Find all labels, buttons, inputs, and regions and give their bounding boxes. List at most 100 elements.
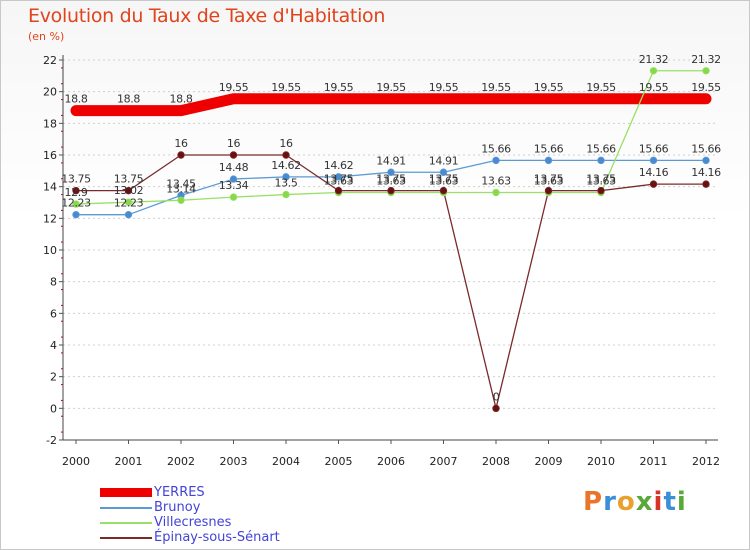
y-tick-label: -2 bbox=[46, 434, 57, 447]
data-label: 13.63 bbox=[376, 175, 406, 188]
data-label: 19.55 bbox=[534, 81, 564, 94]
x-tick-label: 2002 bbox=[167, 455, 195, 468]
data-point bbox=[282, 151, 290, 159]
data-label: 18.8 bbox=[117, 93, 140, 106]
y-tick-label: 16 bbox=[43, 149, 57, 162]
legend-item: YERRES bbox=[100, 485, 280, 500]
y-tick-label: 18 bbox=[43, 117, 57, 130]
x-tick-label: 2009 bbox=[535, 455, 563, 468]
data-label: 12.23 bbox=[114, 197, 144, 210]
data-point bbox=[124, 210, 133, 219]
data-label: 13.14 bbox=[166, 182, 196, 195]
legend-label: Brunoy bbox=[154, 499, 201, 515]
data-label: 13.34 bbox=[219, 179, 249, 192]
data-label: 13.63 bbox=[586, 175, 616, 188]
data-label: 19.55 bbox=[219, 81, 249, 94]
data-label: 19.55 bbox=[639, 81, 669, 94]
y-tick-label: 10 bbox=[43, 244, 57, 257]
data-label: 13.75 bbox=[61, 173, 91, 186]
x-tick-label: 2008 bbox=[482, 455, 510, 468]
logo-letter: r bbox=[603, 487, 617, 517]
data-point bbox=[649, 67, 658, 75]
logo-letter: P bbox=[583, 487, 604, 517]
data-label: 13.63 bbox=[481, 175, 511, 188]
series-line-0 bbox=[70, 93, 712, 117]
data-point bbox=[597, 186, 605, 195]
data-label: 16 bbox=[174, 137, 188, 150]
data-label: 14.48 bbox=[219, 161, 249, 174]
data-point bbox=[702, 67, 710, 75]
y-tick-label: 6 bbox=[50, 307, 57, 320]
data-point bbox=[282, 173, 290, 181]
data-point bbox=[702, 156, 710, 165]
legend-swatch bbox=[100, 506, 152, 509]
data-point bbox=[492, 156, 500, 165]
data-label: 13.5 bbox=[275, 177, 298, 190]
data-point bbox=[649, 180, 658, 188]
data-point bbox=[177, 196, 185, 204]
data-label: 21.32 bbox=[691, 53, 721, 66]
y-tick-label: 14 bbox=[43, 181, 57, 194]
data-label: 16 bbox=[279, 137, 293, 150]
data-label: 21.32 bbox=[639, 53, 669, 66]
legend-swatch bbox=[100, 521, 152, 524]
legend-item: Villecresnes bbox=[100, 515, 280, 530]
legend-item: Brunoy bbox=[100, 500, 280, 515]
x-tick-label: 2000 bbox=[62, 455, 90, 468]
data-point bbox=[597, 156, 605, 165]
logo-letter: o bbox=[616, 487, 636, 517]
data-label: 15.66 bbox=[586, 142, 616, 155]
data-point bbox=[649, 156, 658, 165]
y-tick-label: 20 bbox=[43, 86, 57, 99]
data-label: 12.9 bbox=[65, 186, 88, 199]
data-point bbox=[544, 156, 553, 165]
data-point bbox=[702, 180, 710, 188]
data-label: 13.75 bbox=[586, 173, 616, 186]
proxiti-logo: Proxiti bbox=[583, 487, 687, 517]
data-label: 13.75 bbox=[324, 173, 354, 186]
data-label: 19.55 bbox=[271, 81, 301, 94]
data-point bbox=[492, 188, 500, 197]
data-label: 13.75 bbox=[114, 173, 144, 186]
y-tick-label: 8 bbox=[50, 276, 57, 289]
legend-swatch bbox=[100, 536, 152, 539]
data-label: 14.91 bbox=[429, 154, 459, 167]
data-label: 18.8 bbox=[65, 93, 88, 106]
y-axis-unit: (en %) bbox=[28, 30, 65, 43]
data-label: 13.63 bbox=[534, 175, 564, 188]
data-label: 14.16 bbox=[691, 166, 721, 179]
data-label: 19.55 bbox=[324, 81, 354, 94]
legend-swatch bbox=[100, 488, 152, 497]
y-tick-label: 0 bbox=[50, 402, 57, 415]
data-point bbox=[387, 186, 395, 195]
data-point bbox=[334, 173, 343, 181]
x-tick-label: 2011 bbox=[640, 455, 668, 468]
y-tick-label: 4 bbox=[50, 339, 57, 352]
data-label: 13.75 bbox=[376, 173, 406, 186]
data-label: 13.63 bbox=[324, 175, 354, 188]
data-label: 19.55 bbox=[691, 81, 721, 94]
x-tick-label: 2007 bbox=[430, 455, 458, 468]
data-point bbox=[72, 210, 80, 219]
legend-label: YERRES bbox=[154, 484, 205, 500]
data-point bbox=[72, 186, 80, 195]
data-label: 19.55 bbox=[586, 81, 616, 94]
data-point bbox=[72, 200, 80, 208]
data-label: 14.16 bbox=[639, 166, 669, 179]
legend-label: Villecresnes bbox=[154, 514, 232, 530]
data-point bbox=[124, 198, 133, 206]
data-label: 0 bbox=[493, 390, 500, 403]
chart-title: Evolution du Taux de Taxe d'Habitation bbox=[28, 5, 386, 27]
y-tick-label: 22 bbox=[43, 54, 57, 67]
data-label: 19.55 bbox=[376, 81, 406, 94]
y-tick-label: 2 bbox=[50, 371, 57, 384]
x-tick-label: 2006 bbox=[377, 455, 405, 468]
x-tick-label: 2003 bbox=[220, 455, 248, 468]
data-label: 13.75 bbox=[534, 173, 564, 186]
data-label: 19.55 bbox=[429, 81, 459, 94]
line-chart: -2 0 2 4 6 8 10 12 14 16 18 20 22 2000 2001 2002 2003 200… bbox=[43, 53, 722, 468]
data-point bbox=[387, 168, 395, 176]
data-label: 14.91 bbox=[376, 154, 406, 167]
y-tick-label: 12 bbox=[43, 212, 57, 225]
data-point bbox=[439, 168, 448, 176]
